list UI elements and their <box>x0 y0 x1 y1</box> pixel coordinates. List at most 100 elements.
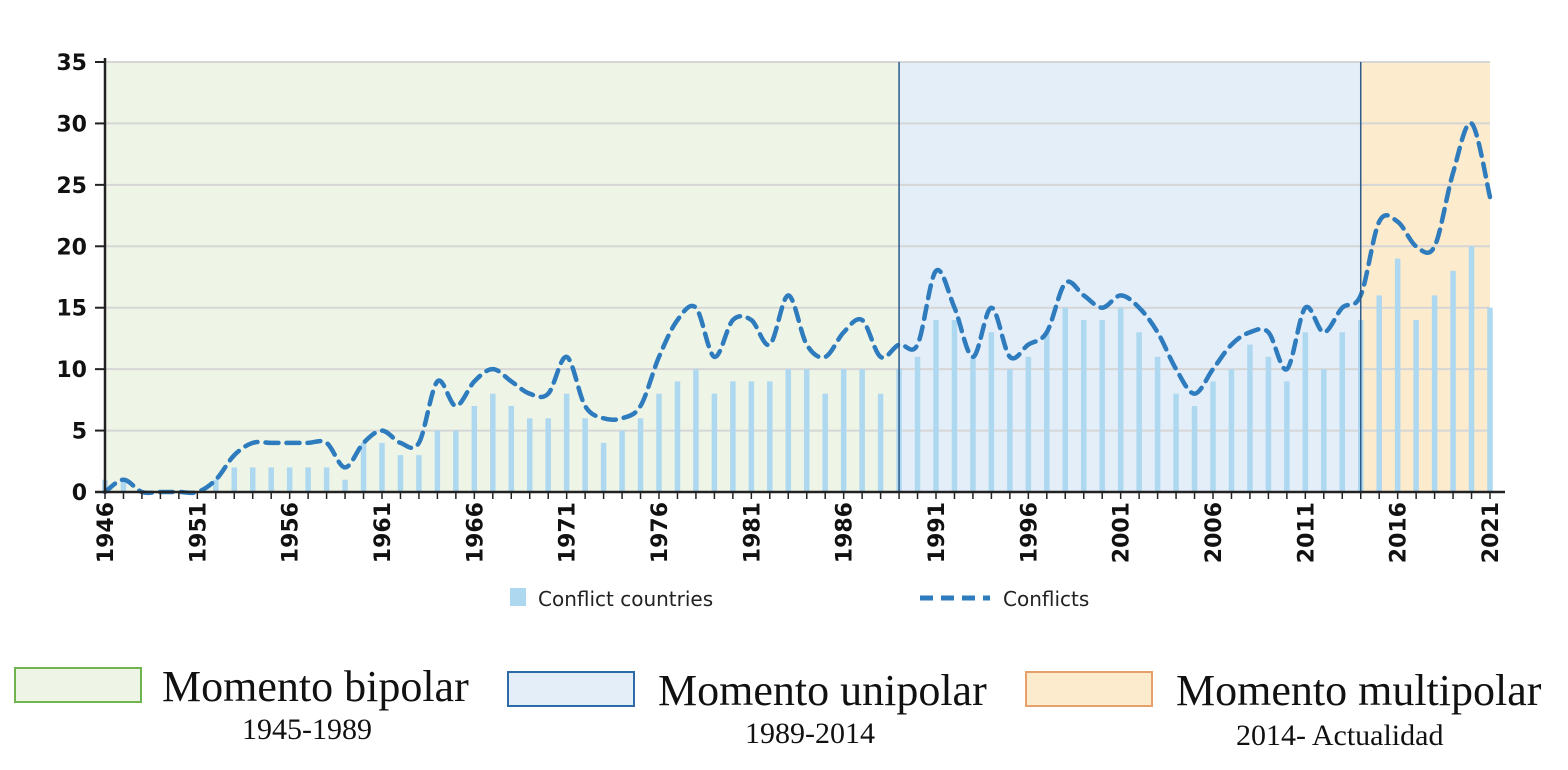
bar-1991 <box>933 320 939 492</box>
bar-1957 <box>305 467 311 492</box>
axes <box>95 58 1505 494</box>
bar-1961 <box>379 442 385 492</box>
bar-2010 <box>1284 381 1290 492</box>
bar-1994 <box>988 332 995 492</box>
bipolar-swatch <box>14 667 142 703</box>
legend-bar-swatch <box>510 588 526 606</box>
bar-2019 <box>1450 270 1456 492</box>
x-tick-label-1966: 1966 <box>463 502 488 563</box>
y-tick-label-5: 5 <box>72 420 87 445</box>
bar-1952 <box>213 479 219 492</box>
y-tick-label-15: 15 <box>56 297 87 322</box>
x-tick-label-1976: 1976 <box>648 502 673 563</box>
bar-1964 <box>434 430 441 492</box>
x-tick-label-1981: 1981 <box>740 502 765 563</box>
bar-1954 <box>249 467 256 492</box>
bar-1983 <box>785 369 792 492</box>
period-band-1 <box>899 62 1361 492</box>
bar-1969 <box>526 418 533 492</box>
bar-1980 <box>730 381 736 492</box>
bipolar-label: Momento bipolar <box>162 662 469 711</box>
bar-1973 <box>600 442 607 492</box>
period-dividers <box>898 62 1362 492</box>
bar-1984 <box>803 369 810 492</box>
x-tick-label-1961: 1961 <box>371 502 396 563</box>
bar-1996 <box>1025 356 1032 492</box>
legend-conflicts: Conflicts <box>1003 587 1089 611</box>
bipolar-range: 1945-1989 <box>242 713 372 746</box>
x-tick-label-1996: 1996 <box>1017 502 1042 563</box>
bar-1995 <box>1007 369 1013 492</box>
bar-1977 <box>674 381 681 492</box>
multipolar-label: Momento multipolar <box>1176 666 1542 715</box>
bar-1972 <box>582 418 588 492</box>
bar-1998 <box>1062 307 1069 492</box>
y-tick-label-30: 30 <box>56 112 87 137</box>
bar-1967 <box>490 393 496 492</box>
bar-1997 <box>1044 332 1050 492</box>
grid-lines <box>105 61 1490 432</box>
y-axis-ticks: 0 5 10 15 20 25 30 35 <box>56 51 105 506</box>
bar-1965 <box>453 430 459 492</box>
y-tick-label-20: 20 <box>56 235 87 260</box>
chart-legend: Conflict countries Conflicts <box>510 587 1089 611</box>
bar-1955 <box>268 467 274 492</box>
bar-2017 <box>1413 320 1419 492</box>
bar-2005 <box>1191 406 1198 492</box>
bar-1970 <box>545 418 551 492</box>
bar-1985 <box>822 393 828 492</box>
bar-2003 <box>1154 356 1161 492</box>
bar-1988 <box>877 393 884 492</box>
bar-1968 <box>508 406 515 492</box>
multipolar-range: 2014- Actualidad <box>1236 719 1444 752</box>
bar-1959 <box>342 479 348 492</box>
y-tick-label-0: 0 <box>72 481 87 506</box>
bar-2018 <box>1431 295 1438 492</box>
bar-1993 <box>970 356 976 492</box>
x-tick-label-1951: 1951 <box>186 502 211 563</box>
x-tick-label-1971: 1971 <box>556 502 581 563</box>
bar-2004 <box>1173 393 1179 492</box>
bar-2000 <box>1099 320 1105 492</box>
bar-2008 <box>1247 344 1253 492</box>
x-tick-label-2021: 2021 <box>1479 502 1504 563</box>
bar-2015 <box>1376 295 1382 492</box>
bar-1978 <box>693 369 699 492</box>
bar-1979 <box>711 393 718 492</box>
unipolar-label: Momento unipolar <box>658 666 987 715</box>
bar-1990 <box>914 356 921 492</box>
bar-2020 <box>1468 246 1475 492</box>
legend-conflict-countries: Conflict countries <box>538 587 713 611</box>
period-bands <box>105 62 1490 492</box>
x-tick-label-1991: 1991 <box>925 502 950 563</box>
multipolar-swatch <box>1025 671 1153 707</box>
bar-2001 <box>1117 307 1124 492</box>
y-tick-label-35: 35 <box>56 51 87 76</box>
x-tick-label-2006: 2006 <box>1202 502 1227 563</box>
bar-2012 <box>1321 369 1327 492</box>
bar-1986 <box>840 369 847 492</box>
x-tick-label-1956: 1956 <box>279 502 304 563</box>
bar-1987 <box>859 369 865 492</box>
bar-1974 <box>619 430 625 492</box>
y-tick-label-10: 10 <box>56 358 87 383</box>
bar-1956 <box>286 467 293 492</box>
bar-2013 <box>1339 332 1346 492</box>
bar-2006 <box>1210 381 1216 492</box>
bar-1982 <box>767 381 773 492</box>
y-tick-label-25: 25 <box>56 174 87 199</box>
bar-2007 <box>1228 369 1235 492</box>
unipolar-swatch <box>507 671 635 707</box>
x-tick-label-1986: 1986 <box>833 502 858 563</box>
x-tick-label-2011: 2011 <box>1294 502 1319 563</box>
period-band-2 <box>1360 62 1490 492</box>
x-tick-label-2001: 2001 <box>1110 502 1135 563</box>
x-axis-ticks: 1946 1951 1956 1961 1966 1971 1976 1981 1986 1991… <box>94 492 1504 563</box>
bar-1962 <box>397 455 404 492</box>
bar-2021 <box>1487 307 1493 492</box>
bar-2016 <box>1394 258 1401 492</box>
bar-1981 <box>748 381 755 492</box>
bar-1958 <box>323 467 330 492</box>
bar-1947 <box>120 479 127 492</box>
